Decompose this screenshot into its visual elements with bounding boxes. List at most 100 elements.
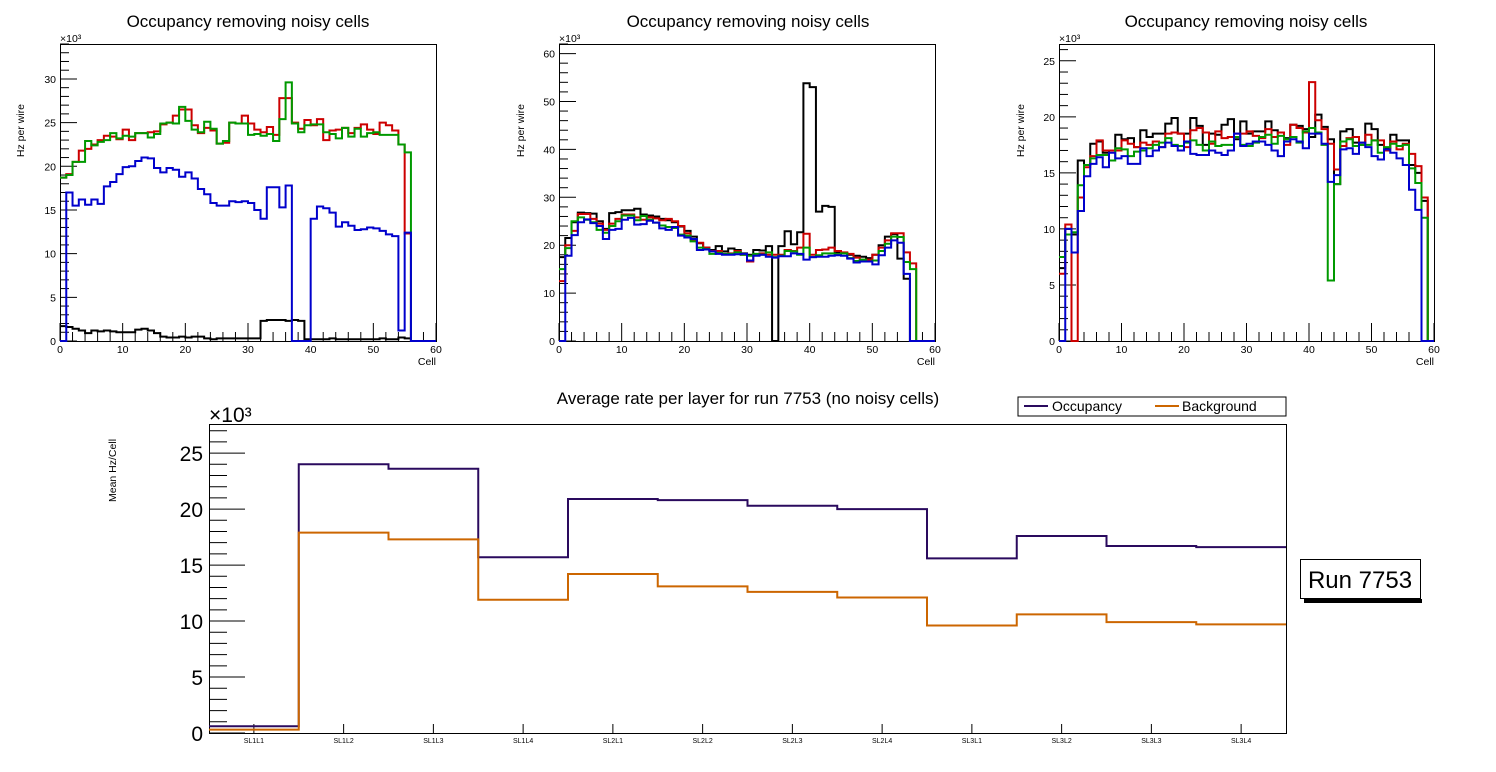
x-tick-label: 0 [1056,344,1062,356]
x-tick-label: 20 [678,344,690,356]
series-background-line [209,531,1286,731]
legend-label-background: Background [1182,398,1257,414]
x-tick-label: 30 [741,344,753,356]
y-tick-label: 30 [543,192,555,204]
x-category-label: SL2L2 [693,738,713,745]
y-tick-label: 10 [180,611,203,634]
panel-3-plot-area: 0 5 10 15 20 25 0 10 20 30 40 50 60 [1043,44,1440,356]
x-tick-label: 30 [242,344,254,356]
y-tick-label: 40 [543,144,555,156]
y-tick-label: 5 [1049,280,1055,292]
run-label: Run 7753 [1308,567,1412,594]
panel-3-ylabel: Hz per wire [1015,104,1027,157]
summary-title: Average rate per layer for run 7753 (no … [557,389,939,408]
y-tick-label: 25 [1043,56,1055,68]
x-category-label: SL1L4 [513,738,533,745]
y-tick-label: 10 [543,288,555,300]
summary-multiplier: ×10³ [209,404,252,427]
x-tick-label: 40 [305,344,317,356]
x-tick-label: 10 [1116,344,1128,356]
x-tick-label: 40 [1303,344,1315,356]
x-category-label: SL1L1 [244,738,264,745]
run-box-frame [1300,559,1421,599]
y-tick-label: 0 [50,336,56,348]
y-tick-label: 30 [44,74,56,86]
panel-summary: Average rate per layer for run 7753 (no … [107,389,1422,746]
y-tick-label: 15 [44,205,56,217]
series-blue-line [559,216,935,342]
x-category-label: SL2L3 [782,738,802,745]
x-category-label: SL1L2 [334,738,354,745]
x-tick-label: 50 [1366,344,1378,356]
y-tick-label: 10 [1043,224,1055,236]
x-tick-label: 60 [1428,344,1440,356]
legend-label-occupancy: Occupancy [1052,398,1122,414]
y-tick-label: 25 [180,443,203,466]
panel-1-ylabel: Hz per wire [15,104,27,157]
y-tick-label: 5 [191,667,203,690]
run-box-shadow [1304,599,1422,603]
x-category-label: SL3L2 [1052,738,1072,745]
y-tick-label: 25 [44,118,56,130]
series-blue-line [60,156,436,342]
plot-frame [60,44,437,342]
y-tick-label: 15 [180,555,203,578]
y-tick-label: 60 [543,49,555,61]
x-category-label: SL3L3 [1141,738,1161,745]
y-tick-label: 15 [1043,168,1055,180]
y-tick-label: 0 [191,723,203,746]
legend: Occupancy Background [1017,396,1287,417]
panel-1-title: Occupancy removing noisy cells [127,12,370,31]
x-tick-label: 50 [367,344,379,356]
y-tick-label: 0 [549,336,555,348]
y-tick-label: 50 [543,96,555,108]
x-tick-label: 20 [179,344,191,356]
x-tick-label: 60 [430,344,442,356]
x-tick-label: 10 [616,344,628,356]
series-green-line [559,214,935,342]
plot-frame [559,44,936,342]
panel-2-xlabel: Cell [917,356,935,368]
y-tick-label: 5 [50,292,56,304]
x-tick-label: 10 [117,344,129,356]
panel-1: Occupancy removing noisy cells Hz per wi… [15,12,442,368]
y-tick-label: 20 [44,161,56,173]
panel-1-multiplier: ×10³ [60,33,82,45]
panel-2-title: Occupancy removing noisy cells [627,12,870,31]
legend-box [1017,396,1287,417]
panel-3-title: Occupancy removing noisy cells [1125,12,1368,31]
panel-2-ylabel: Hz per wire [515,104,527,157]
panel-2: Occupancy removing noisy cells Hz per wi… [515,12,941,368]
panel-1-xlabel: Cell [418,356,436,368]
x-category-label: SL1L3 [423,738,443,745]
plot-frame [1059,44,1435,342]
x-tick-label: 0 [57,344,63,356]
x-tick-label: 0 [556,344,562,356]
summary-ylabel: Mean Hz/Cell [107,439,119,502]
x-tick-label: 20 [1178,344,1190,356]
panel-3: Occupancy removing noisy cells Hz per wi… [1015,12,1440,368]
series-black-line [60,319,436,342]
plot-frame [209,424,1287,734]
series-green-line [60,81,436,342]
series-red-line [1059,81,1434,342]
x-tick-label: 40 [804,344,816,356]
y-tick-label: 0 [1049,336,1055,348]
x-category-label: SL2L4 [872,738,892,745]
y-tick-label: 20 [543,240,555,252]
x-category-label: SL2L1 [603,738,623,745]
x-category-label: SL3L4 [1231,738,1251,745]
series-red-line [559,213,935,342]
panel-2-multiplier: ×10³ [559,33,581,45]
panel-3-multiplier: ×10³ [1059,33,1081,45]
series-black-line [1059,113,1434,342]
panel-1-plot-area: 0 5 10 15 20 25 30 0 10 20 30 40 50 60 [44,43,442,356]
x-tick-label: 60 [929,344,941,356]
y-tick-label: 20 [180,499,203,522]
y-tick-label: 10 [44,249,56,261]
series-black-line [559,82,935,342]
summary-plot-area: 0 5 10 15 20 25 SL1L1 SL1L2 SL1L3 SL1L4 SL2L1 SL2L2… [180,424,1287,746]
x-tick-label: 50 [866,344,878,356]
panel-3-xlabel: Cell [1416,356,1434,368]
